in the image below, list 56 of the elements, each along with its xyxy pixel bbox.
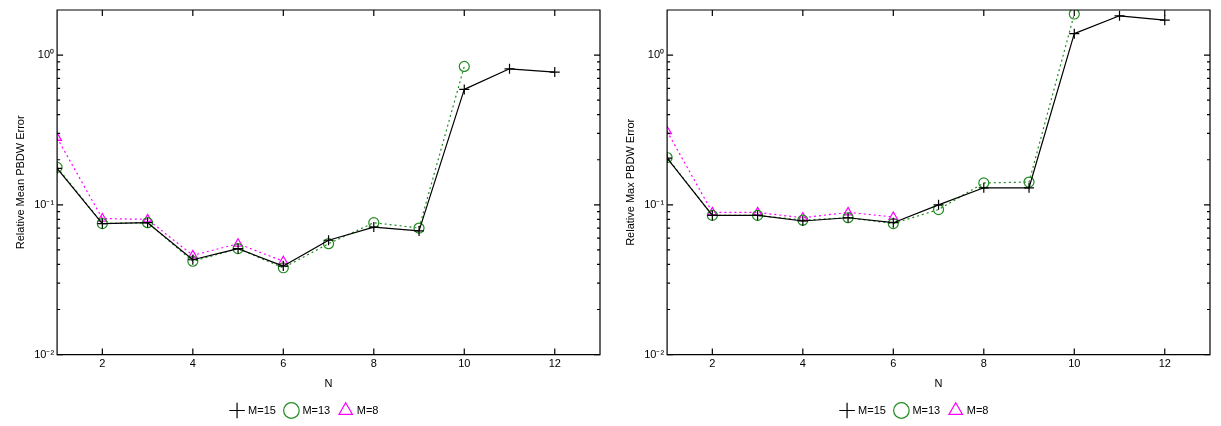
- point: [368, 221, 380, 233]
- point: [1023, 182, 1035, 194]
- point: [1068, 28, 1080, 40]
- x-tick-label: 6: [280, 357, 287, 370]
- x-tick-label: 2: [709, 357, 716, 370]
- y-tick-label: 10⁻²: [644, 347, 665, 360]
- y-axis-title: Relative Max PBDW Error: [623, 118, 636, 246]
- point: [503, 63, 516, 75]
- legend-label: M=13: [302, 403, 331, 416]
- point: [978, 177, 990, 189]
- point: [752, 206, 763, 216]
- legend-label: M=15: [858, 403, 886, 416]
- x-axis-title: N: [324, 377, 333, 390]
- point: [278, 255, 289, 265]
- point: [1068, 10, 1080, 20]
- point: [932, 199, 945, 211]
- x-tick-label: 12: [1158, 357, 1171, 370]
- x-tick-label: 12: [548, 357, 561, 370]
- point: [707, 206, 718, 216]
- y-tick-label: 10⁻²: [34, 347, 55, 360]
- x-tick-label: 8: [370, 357, 377, 370]
- point: [978, 182, 990, 194]
- point: [322, 238, 335, 250]
- x-tick-label: 6: [890, 357, 897, 370]
- x-tick-label: 4: [189, 357, 196, 370]
- x-tick-label: 2: [99, 357, 106, 370]
- point: [368, 217, 380, 229]
- point: [1023, 176, 1035, 188]
- point: [187, 249, 198, 259]
- point: [549, 66, 561, 78]
- point: [233, 238, 243, 247]
- point: [142, 213, 153, 223]
- point: [888, 211, 899, 221]
- point: [97, 212, 108, 222]
- legend-label: M=8: [966, 403, 989, 416]
- point: [932, 203, 945, 216]
- y-axis-title: Relative Mean PBDW Error: [13, 115, 26, 250]
- legend-label: M=8: [356, 403, 379, 416]
- x-tick-label: 10: [458, 357, 471, 370]
- point: [797, 212, 808, 221]
- point: [458, 83, 470, 95]
- x-axis-title: N: [934, 377, 943, 390]
- point: [843, 206, 853, 216]
- legend-label: M=13: [912, 403, 941, 416]
- point: [1159, 14, 1171, 26]
- y-tick-label: 10⁰: [37, 48, 55, 61]
- point: [458, 60, 470, 73]
- y-tick-label: 10⁻¹: [644, 197, 665, 210]
- x-tick-label: 8: [980, 357, 987, 370]
- point: [1113, 10, 1126, 22]
- y-tick-label: 10⁻¹: [34, 197, 55, 210]
- legend-label: M=15: [248, 403, 276, 416]
- x-tick-label: 10: [1068, 357, 1081, 370]
- y-tick-label: 10⁰: [647, 48, 665, 61]
- point: [322, 234, 335, 246]
- x-tick-label: 4: [799, 357, 806, 370]
